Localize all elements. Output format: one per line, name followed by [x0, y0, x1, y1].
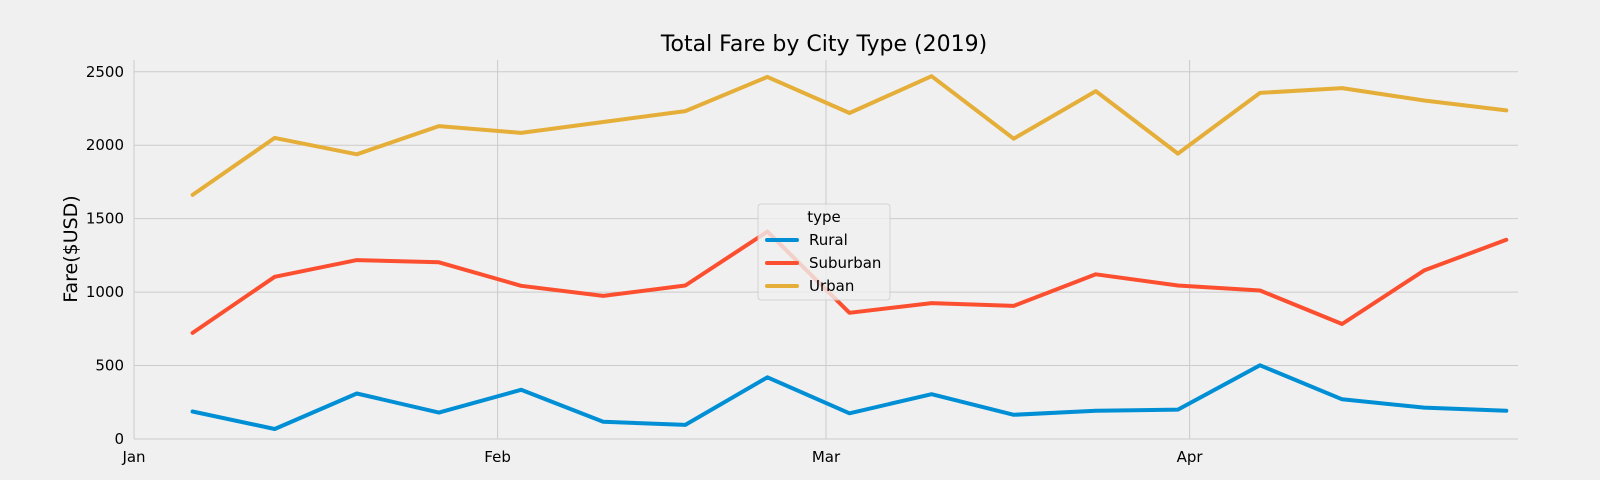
data-point-rural[interactable]	[600, 419, 606, 425]
data-point-rural[interactable]	[1339, 396, 1345, 402]
legend-label-suburban: Suburban	[809, 254, 881, 272]
x-tick-label: Apr	[1177, 448, 1204, 466]
data-point-rural[interactable]	[1093, 408, 1099, 414]
data-point-rural[interactable]	[436, 410, 442, 416]
data-point-suburban[interactable]	[1011, 303, 1017, 309]
data-point-urban[interactable]	[1503, 107, 1509, 113]
x-tick-label: Jan	[121, 448, 145, 466]
tick-layer: 0 500 1000 1500 2000 2500 Jan Feb Mar Apr	[86, 63, 1204, 466]
data-point-urban[interactable]	[1257, 90, 1263, 96]
y-tick-label: 2000	[86, 136, 124, 154]
y-tick-label: 0	[114, 430, 124, 448]
data-point-suburban[interactable]	[929, 300, 935, 306]
y-tick-label: 1500	[86, 210, 124, 228]
data-point-urban[interactable]	[847, 110, 853, 116]
data-point-urban[interactable]	[190, 192, 196, 198]
data-point-urban[interactable]	[272, 135, 278, 141]
data-point-rural[interactable]	[929, 391, 935, 397]
y-axis-label: Fare($USD)	[60, 195, 82, 302]
data-point-urban[interactable]	[764, 74, 770, 80]
data-point-rural[interactable]	[1421, 405, 1427, 411]
chart-title: Total Fare by City Type (2019)	[660, 32, 987, 57]
data-point-suburban[interactable]	[1257, 288, 1263, 294]
y-tick-label: 2500	[86, 63, 124, 81]
data-point-rural[interactable]	[1175, 407, 1181, 413]
data-point-rural[interactable]	[1503, 408, 1509, 414]
legend-box	[757, 203, 891, 301]
data-point-rural[interactable]	[682, 422, 688, 428]
data-point-suburban[interactable]	[1175, 283, 1181, 289]
data-point-urban[interactable]	[929, 73, 935, 79]
data-point-rural[interactable]	[764, 374, 770, 380]
series-line-suburban[interactable]	[190, 229, 1509, 335]
data-point-rural[interactable]	[354, 391, 360, 397]
series-layer	[190, 73, 1509, 432]
data-point-suburban[interactable]	[682, 283, 688, 289]
data-point-suburban[interactable]	[1503, 237, 1509, 243]
data-point-suburban[interactable]	[190, 330, 196, 336]
data-point-suburban[interactable]	[272, 274, 278, 280]
data-point-rural[interactable]	[1257, 362, 1263, 368]
data-point-suburban[interactable]	[518, 283, 524, 289]
data-point-urban[interactable]	[1175, 151, 1181, 157]
series-line-rural[interactable]	[190, 363, 1509, 431]
data-point-rural[interactable]	[847, 410, 853, 416]
data-point-urban[interactable]	[354, 151, 360, 157]
data-point-urban[interactable]	[1421, 98, 1427, 104]
legend-items: Rural Suburban Urban	[765, 231, 881, 295]
data-point-urban[interactable]	[518, 130, 524, 136]
data-point-suburban[interactable]	[847, 310, 853, 316]
data-point-suburban[interactable]	[1421, 267, 1427, 273]
y-tick-label: 1000	[86, 283, 124, 301]
x-tick-label: Mar	[812, 448, 841, 466]
data-point-urban[interactable]	[682, 108, 688, 114]
data-point-suburban[interactable]	[1339, 321, 1345, 327]
legend-label-rural: Rural	[809, 231, 848, 249]
x-tick-label: Feb	[484, 448, 511, 466]
legend-title: type	[807, 208, 841, 226]
data-point-rural[interactable]	[518, 387, 524, 393]
data-point-suburban[interactable]	[354, 257, 360, 263]
data-point-rural[interactable]	[1011, 412, 1017, 418]
data-point-urban[interactable]	[436, 123, 442, 129]
data-point-urban[interactable]	[600, 119, 606, 125]
data-point-rural[interactable]	[272, 426, 278, 432]
data-point-suburban[interactable]	[436, 259, 442, 265]
data-point-rural[interactable]	[190, 409, 196, 415]
series-line-urban[interactable]	[190, 74, 1509, 197]
legend-label-urban: Urban	[809, 277, 854, 295]
y-tick-label: 500	[95, 357, 124, 375]
data-point-urban[interactable]	[1339, 85, 1345, 91]
data-point-urban[interactable]	[1093, 88, 1099, 94]
data-point-urban[interactable]	[1011, 136, 1017, 142]
data-point-suburban[interactable]	[1093, 271, 1099, 277]
data-point-suburban[interactable]	[600, 293, 606, 299]
legend[interactable]: type Rural Suburban Urban	[757, 203, 891, 301]
